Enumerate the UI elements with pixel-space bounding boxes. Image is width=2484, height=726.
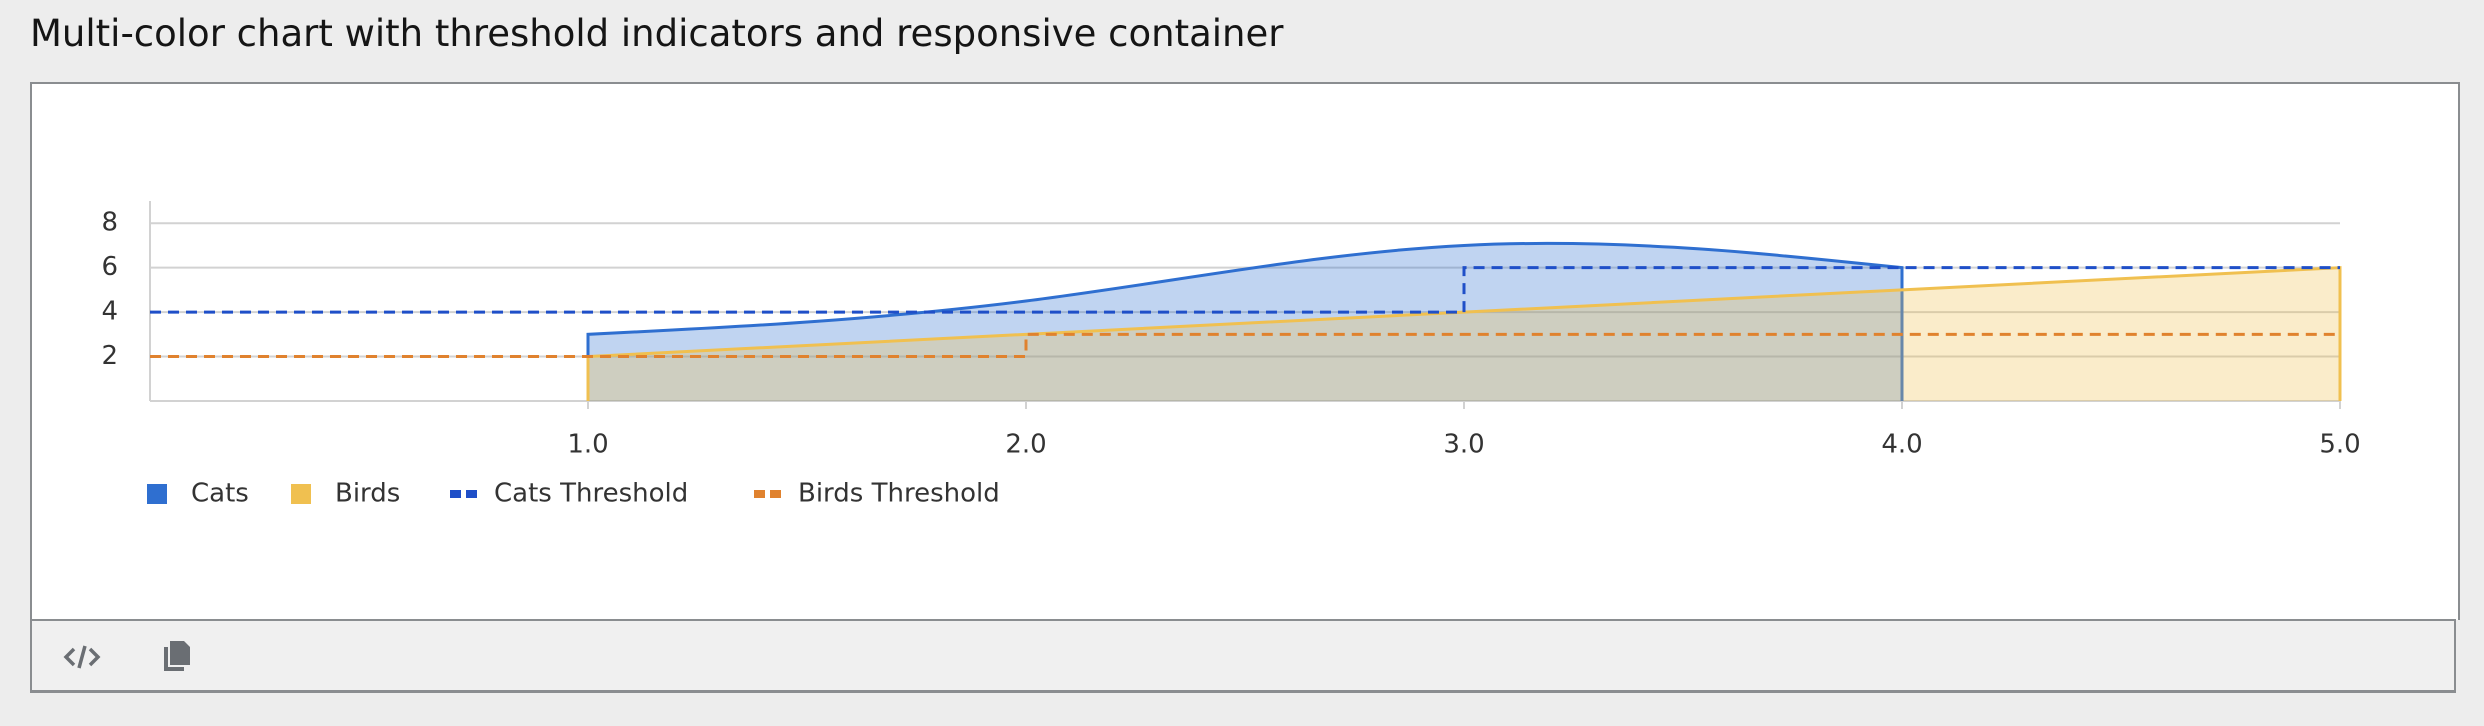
legend-label: Cats [191,479,249,509]
legend-label: Cats Threshold [494,479,688,509]
legend-symbol [754,490,765,498]
x-tick-label: 5.0 [2319,430,2360,460]
legend-label: Birds [335,479,400,509]
legend-symbol [450,490,461,498]
area-line [586,241,1904,401]
copy-icon[interactable] [158,635,198,675]
code-icon[interactable] [62,637,102,677]
legend-label: Birds Threshold [798,479,1000,509]
page-title: Multi-color chart with threshold indicat… [30,12,1284,55]
toolbar [30,619,2456,693]
x-tick-label: 4.0 [1881,430,1922,460]
y-tick-label: 2 [101,341,118,371]
legend-symbol [291,484,311,504]
x-tick-label: 1.0 [567,430,608,460]
legend-symbol [770,490,781,498]
threshold-line [150,266,2340,314]
y-tick-label: 6 [101,252,118,282]
y-tick-label: 4 [101,297,118,327]
legend-symbol [466,490,477,498]
threshold-line [150,332,2340,359]
y-tick-label: 8 [101,208,118,238]
legend-symbol [147,484,167,504]
x-tick-label: 3.0 [1443,430,1484,460]
chart-card [30,82,2460,620]
x-tick-label: 2.0 [1005,430,1046,460]
